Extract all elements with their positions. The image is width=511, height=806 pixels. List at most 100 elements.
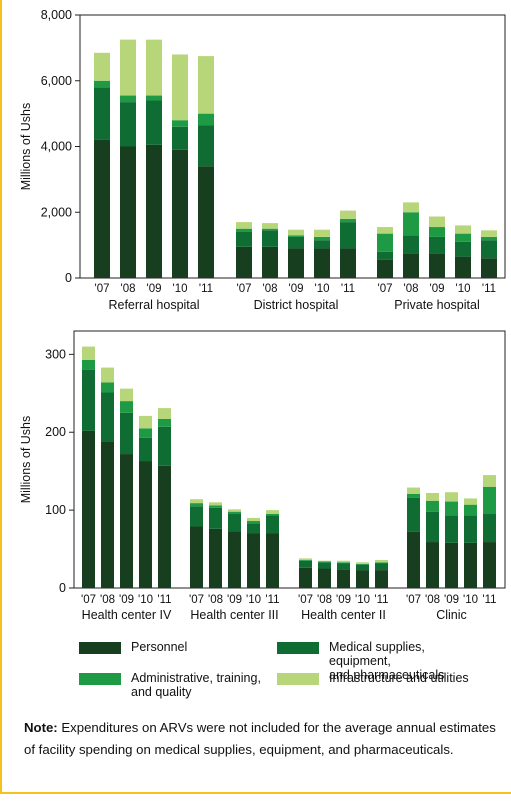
bar-health-center-iv-1-infrastructure (101, 367, 114, 383)
x-tick-label: '11 (157, 594, 171, 606)
bar-clinic-4-medical (483, 514, 496, 543)
bar-health-center-iii-2-personnel (228, 531, 241, 588)
bar-district-hospital-3-medical (314, 240, 330, 249)
note-text: Expenditures on ARVs were not included f… (24, 720, 496, 757)
bar-district-hospital-2-infrastructure (288, 229, 304, 236)
bar-health-center-iv-2-personnel (120, 454, 133, 588)
bar-district-hospital-0-medical (236, 231, 252, 247)
group-label: District hospital (254, 298, 339, 312)
bar-health-center-iii-1-medical (209, 507, 222, 529)
y-tick-label: 8,000 (41, 8, 72, 22)
bar-district-hospital-3-infrastructure (314, 229, 330, 237)
bar-referral-hospital-3-administrative (172, 120, 188, 127)
x-tick-label: '07 (378, 283, 393, 295)
bar-clinic-3-personnel (464, 542, 477, 588)
x-tick-label: '08 (317, 594, 332, 606)
y-tick-label: 200 (45, 425, 66, 439)
bar-health-center-iv-4-administrative (158, 419, 171, 427)
group-label: Referral hospital (108, 298, 199, 312)
y-tick-label: 4,000 (41, 140, 72, 154)
bar-health-center-iii-3-medical (247, 523, 260, 534)
bar-private-hospital-1-personnel (403, 253, 419, 278)
bar-referral-hospital-1-personnel (120, 146, 136, 278)
x-tick-label: '09 (227, 594, 242, 606)
bar-referral-hospital-4-medical (198, 125, 214, 167)
bar-health-center-ii-1-infrastructure (318, 560, 331, 562)
bar-health-center-ii-1-personnel (318, 568, 331, 588)
bar-health-center-iv-4-medical (158, 426, 171, 466)
bar-clinic-2-personnel (445, 542, 458, 588)
bar-clinic-0-infrastructure (407, 487, 420, 494)
x-tick-label: '08 (425, 594, 440, 606)
x-tick-label: '09 (336, 594, 351, 606)
bar-health-center-iii-1-infrastructure (209, 502, 222, 506)
y-tick-label: 2,000 (41, 205, 72, 219)
plot-frame (73, 330, 506, 589)
legend-swatch-personnel (79, 642, 121, 654)
bar-private-hospital-3-medical (455, 241, 471, 257)
bar-private-hospital-0-medical (377, 251, 393, 260)
bar-health-center-iv-0-administrative (82, 359, 95, 370)
group-label: Health center II (301, 608, 386, 622)
bar-referral-hospital-4-personnel (198, 166, 214, 278)
bar-health-center-iv-3-personnel (139, 461, 152, 588)
bar-health-center-iii-2-administrative (228, 511, 241, 515)
x-tick-label: '09 (119, 594, 134, 606)
bar-health-center-ii-4-administrative (375, 562, 388, 564)
x-tick-label: '09 (444, 594, 459, 606)
bar-district-hospital-1-personnel (262, 246, 278, 278)
bar-clinic-0-medical (407, 497, 420, 532)
group-label: Health center III (190, 608, 278, 622)
bar-health-center-ii-2-administrative (337, 562, 350, 564)
x-tick-label: '08 (263, 283, 278, 295)
bar-health-center-iii-0-medical (190, 506, 203, 527)
bar-clinic-0-personnel (407, 531, 420, 588)
bar-district-hospital-2-personnel (288, 248, 304, 278)
bar-health-center-iii-2-infrastructure (228, 509, 241, 512)
bar-health-center-ii-2-infrastructure (337, 560, 350, 563)
x-tick-label: '10 (138, 594, 153, 606)
bar-private-hospital-2-personnel (429, 253, 445, 278)
bar-health-center-ii-0-administrative (299, 559, 312, 561)
bar-district-hospital-3-administrative (314, 236, 330, 241)
bar-health-center-ii-0-infrastructure (299, 558, 312, 560)
legend-label-medical: Medical supplies, equipment, and pharmac… (329, 640, 445, 682)
bar-clinic-1-personnel (426, 542, 439, 588)
bar-health-center-ii-1-medical (318, 562, 331, 569)
y-tick-label: 100 (45, 503, 66, 517)
bar-district-hospital-1-infrastructure (262, 223, 278, 229)
bar-referral-hospital-2-personnel (146, 144, 162, 278)
bar-referral-hospital-0-medical (94, 87, 110, 140)
x-tick-label: '09 (289, 283, 304, 295)
bar-health-center-ii-4-infrastructure (375, 559, 388, 563)
bar-health-center-iii-0-personnel (190, 526, 203, 588)
bar-district-hospital-4-medical (340, 222, 356, 249)
bar-district-hospital-0-infrastructure (236, 222, 252, 229)
bar-health-center-iii-4-personnel (266, 533, 279, 588)
bar-private-hospital-4-administrative (481, 236, 497, 241)
bar-clinic-4-infrastructure (483, 475, 496, 487)
x-tick-label: '09 (147, 283, 162, 295)
note: Note: Expenditures on ARVs were not incl… (24, 717, 500, 761)
x-tick-label: '11 (374, 594, 388, 606)
bar-health-center-iv-1-medical (101, 392, 114, 442)
referral-district-private-chart: 0 2,000 4,000 6,000 8,000 Millions of Ushs '07… (19, 8, 506, 312)
x-tick-label: '10 (173, 283, 188, 295)
bar-private-hospital-0-personnel (377, 259, 393, 278)
bar-health-center-iii-3-infrastructure (247, 517, 260, 522)
x-tick-label: '07 (406, 594, 421, 606)
bar-health-center-iv-0-medical (82, 369, 95, 431)
bar-district-hospital-4-personnel (340, 248, 356, 278)
bar-clinic-2-infrastructure (445, 492, 458, 502)
bar-district-hospital-4-infrastructure (340, 210, 356, 219)
legend-label-personnel: Personnel (131, 640, 188, 654)
bar-private-hospital-1-administrative (403, 212, 419, 236)
legend-swatch-infrastructure (277, 673, 319, 685)
bar-health-center-iv-1-administrative (101, 382, 114, 393)
bar-referral-hospital-2-infrastructure (146, 39, 162, 96)
group-label: Clinic (436, 608, 467, 622)
bar-health-center-ii-2-medical (337, 563, 350, 570)
x-tick-label: '10 (355, 594, 370, 606)
bar-private-hospital-2-infrastructure (429, 216, 445, 228)
